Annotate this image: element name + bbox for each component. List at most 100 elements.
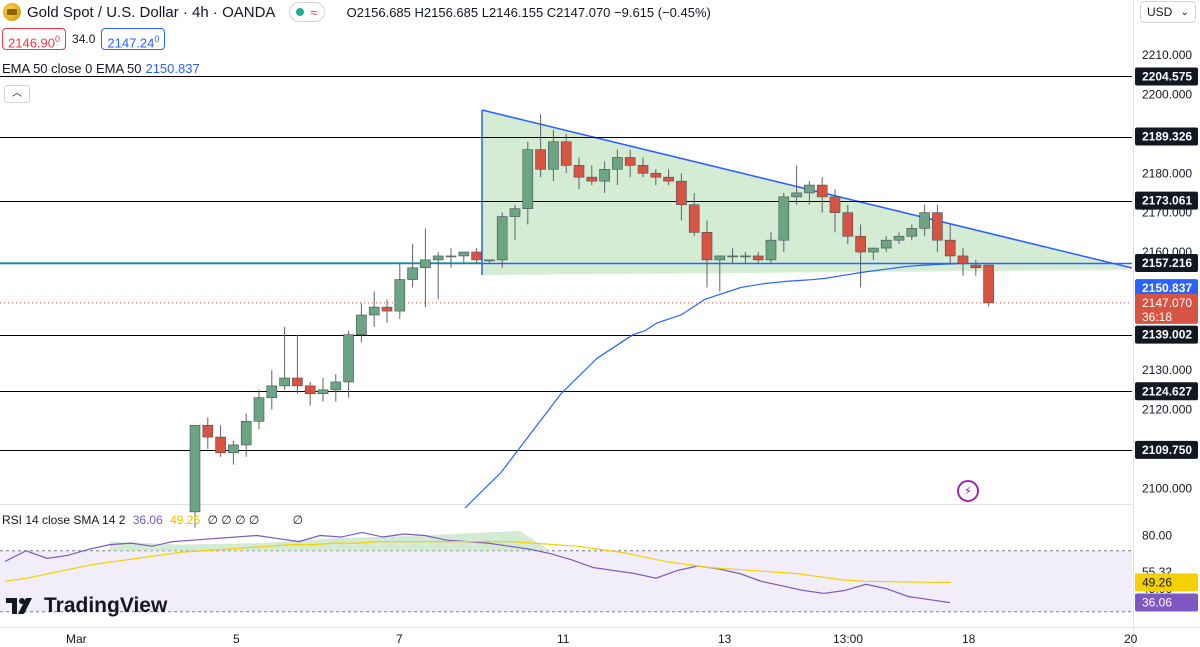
candle-body — [688, 204, 700, 233]
candle-body — [279, 377, 290, 387]
candle-body — [778, 196, 790, 241]
candle-body — [317, 389, 329, 395]
candle-body — [944, 239, 956, 257]
ema-legend-value: 2150.837 — [145, 61, 200, 76]
level-label: 2204.575 — [1142, 69, 1192, 83]
price-axis-tick: 2120.000 — [1142, 403, 1192, 417]
level-label-box — [1135, 191, 1198, 210]
candle-body — [471, 251, 482, 261]
candle-body — [407, 267, 418, 280]
candle-body — [970, 264, 982, 269]
candle-body — [343, 334, 354, 383]
ohlc-readout: O2156.685 H2156.685 L2146.155 C2147.070 … — [346, 4, 711, 20]
level-label: 2157.216 — [1142, 256, 1192, 270]
rsi-overbought-fill — [110, 530, 550, 551]
candle-body — [752, 255, 764, 261]
rsi-legend-extra2: ∅ — [292, 513, 304, 527]
sell-button[interactable]: 2146.900 — [2, 28, 67, 50]
currency-button[interactable]: USD ⌄ — [1140, 1, 1196, 23]
buy-price: 2147.24 — [107, 35, 155, 51]
level-label: 2139.002 — [1142, 328, 1192, 342]
price-axis-tick: 2100.000 — [1142, 481, 1192, 495]
symbol-title[interactable]: Gold Spot / U.S. Dollar · 4h · OANDA — [27, 3, 276, 21]
candle-body — [932, 212, 943, 241]
rsi-sma-legend-value: 49.26 — [170, 513, 201, 527]
time-axis-tick: Mar — [66, 632, 87, 646]
candle-body — [701, 232, 713, 261]
candle-body — [880, 239, 892, 249]
price-axis-tick: 2210.000 — [1142, 48, 1192, 62]
ema50-line — [464, 263, 958, 509]
candle-body — [253, 397, 265, 422]
candle-body — [829, 196, 841, 213]
last-price-tag: 2147.070 — [1142, 296, 1192, 310]
candle-body — [804, 184, 815, 194]
candle-body — [292, 377, 303, 387]
candle-body — [586, 176, 598, 182]
candle-body — [816, 184, 828, 198]
price-axis-tick: 2180.000 — [1142, 166, 1192, 180]
candle-body — [356, 314, 367, 335]
candle-body — [304, 385, 316, 395]
tradingview-logo[interactable]: TradingView — [6, 594, 167, 618]
candle-body — [432, 255, 444, 261]
candle-body — [548, 141, 559, 170]
time-axis-tick: 5 — [233, 632, 240, 646]
level-label-box — [1135, 67, 1198, 86]
level-label-box — [1135, 440, 1198, 459]
candle-body — [420, 259, 431, 269]
candle-body — [573, 165, 585, 178]
candle-body — [791, 192, 802, 198]
buy-price-sup: 0 — [154, 34, 160, 44]
bar-countdown: 36:18 — [1142, 310, 1172, 324]
candle-body — [868, 247, 879, 253]
chevron-up-icon: ︿ — [12, 88, 22, 99]
level-label-box — [1135, 325, 1198, 344]
candle-body — [509, 208, 521, 217]
time-axis-tick: 20 — [1124, 632, 1138, 646]
level-label: 2173.061 — [1142, 194, 1192, 208]
candle-body — [599, 169, 610, 182]
candle-body — [727, 255, 738, 258]
rsi-value-tag-box — [1135, 593, 1198, 612]
candle-body — [906, 228, 918, 237]
rsi-legend[interactable]: RSI 14 close SMA 14 2 36.06 49.26 ∅ ∅ ∅ … — [2, 513, 303, 527]
market-status-pill[interactable]: ≈ — [289, 2, 325, 22]
candle-body — [445, 255, 457, 258]
rsi-legend-extras: ∅ ∅ ∅ ∅ — [207, 513, 260, 527]
rsi-line — [4, 531, 951, 604]
candle-body — [714, 255, 726, 261]
rsi-axis-tick: 80.00 — [1142, 529, 1172, 543]
approx-icon: ≈ — [310, 4, 318, 20]
candle-body — [484, 259, 495, 262]
tradingview-logo-text: TradingView — [44, 594, 168, 617]
ema-price-tag: 2150.837 — [1142, 281, 1192, 295]
currency-label: USD — [1147, 5, 1173, 19]
rsi-legend-value: 36.06 — [132, 513, 163, 527]
time-axis-tick: 7 — [396, 632, 403, 646]
candle-body — [266, 385, 278, 398]
price-axis-tick: 2200.000 — [1142, 88, 1192, 102]
candle-body — [330, 381, 342, 391]
lightning-icon[interactable]: ⚡ — [957, 480, 979, 502]
candle-body — [535, 149, 546, 170]
chevron-down-icon: ⌄ — [1180, 6, 1189, 18]
candle-body — [983, 264, 994, 304]
price-axis-tick: 2130.000 — [1142, 363, 1192, 377]
ema-legend-label: EMA 50 close 0 EMA 50 — [2, 61, 142, 76]
rsi-sma-tag-box — [1135, 573, 1198, 592]
candle-body — [663, 176, 674, 182]
candle-body — [496, 216, 508, 261]
ema-legend[interactable]: EMA 50 close 0 EMA 50 2150.837 — [2, 61, 200, 76]
candle-body — [202, 424, 214, 438]
rsi-sma-line — [4, 540, 952, 583]
level-label-box — [1135, 253, 1198, 272]
candle-body — [842, 212, 854, 237]
rsi-band — [0, 550, 1132, 612]
buy-button[interactable]: 2147.240 — [101, 28, 166, 51]
candle-body — [189, 424, 201, 513]
collapse-legend-button[interactable]: ︿ — [4, 85, 30, 103]
rsi-sma-tag: 49.26 — [1142, 575, 1172, 589]
